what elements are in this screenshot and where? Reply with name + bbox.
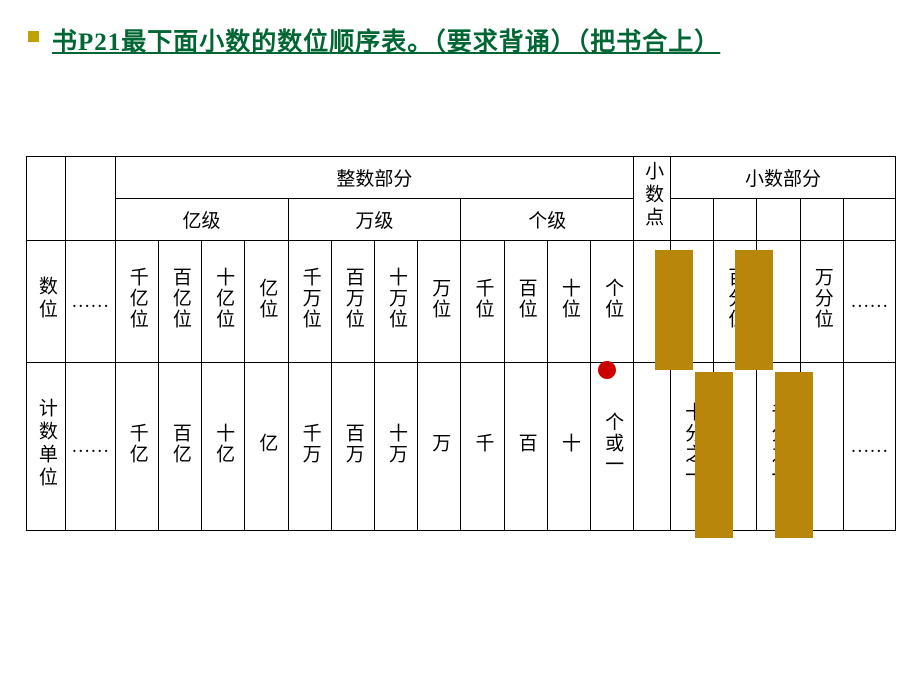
corner-marker — [28, 31, 39, 42]
digit-baiwan: 百万位 — [343, 267, 363, 330]
gold-overlay-2 — [735, 250, 773, 370]
ellipsis-cell: …… — [65, 241, 115, 363]
header-level-ge: 个级 — [461, 199, 634, 241]
title-container: 书P21最下面小数的数位顺序表。（要求背诵）（把书合上） — [0, 0, 920, 58]
unit-wan: 万 — [429, 433, 449, 454]
red-dot-marker — [598, 361, 616, 379]
digit-shi: 十位 — [559, 278, 579, 320]
gold-overlay-3 — [695, 372, 733, 538]
unit-bai: 百 — [516, 433, 536, 454]
ellipsis-cell: …… — [843, 241, 895, 363]
unit-shiwan: 十万 — [386, 423, 406, 465]
unit-shiyi: 十亿 — [213, 423, 233, 465]
digit-wanfen: 万分位 — [812, 267, 832, 330]
unit-qian: 千 — [473, 433, 493, 454]
digit-ge: 个位 — [602, 278, 622, 320]
gold-overlay-1 — [655, 250, 693, 370]
unit-qianwan: 千万 — [300, 423, 320, 465]
header-decimal-part: 小数部分 — [670, 157, 895, 199]
digit-yi: 亿位 — [256, 278, 276, 320]
header-integer-part: 整数部分 — [115, 157, 634, 199]
unit-shi: 十 — [559, 433, 579, 454]
digit-wan: 万位 — [429, 278, 449, 320]
digit-bai: 百位 — [516, 278, 536, 320]
unit-baiwan: 百万 — [343, 423, 363, 465]
header-level-yi: 亿级 — [115, 199, 288, 241]
digit-baiyi: 百亿位 — [170, 267, 190, 330]
digit-qian: 千位 — [473, 278, 493, 320]
digit-shiwan: 十万位 — [386, 267, 406, 330]
unit-ge: 个或一 — [602, 412, 622, 475]
digit-shiyi: 十亿位 — [213, 267, 233, 330]
unit-yi: 亿 — [256, 433, 276, 454]
page-title: 书P21最下面小数的数位顺序表。（要求背诵）（把书合上） — [52, 29, 720, 56]
header-level-wan: 万级 — [288, 199, 461, 241]
ellipsis-cell: …… — [843, 363, 895, 531]
row-label-unit: 计数单位 — [36, 398, 56, 490]
digit-qianyi: 千亿位 — [127, 267, 147, 330]
row-label-digit: 数位 — [36, 276, 56, 322]
unit-qianyi: 千亿 — [127, 423, 147, 465]
unit-baiyi: 百亿 — [170, 423, 190, 465]
header-decimal-point: 小数点 — [642, 161, 662, 230]
digit-qianwan: 千万位 — [300, 267, 320, 330]
gold-overlay-4 — [775, 372, 813, 538]
ellipsis-cell: …… — [65, 363, 115, 531]
